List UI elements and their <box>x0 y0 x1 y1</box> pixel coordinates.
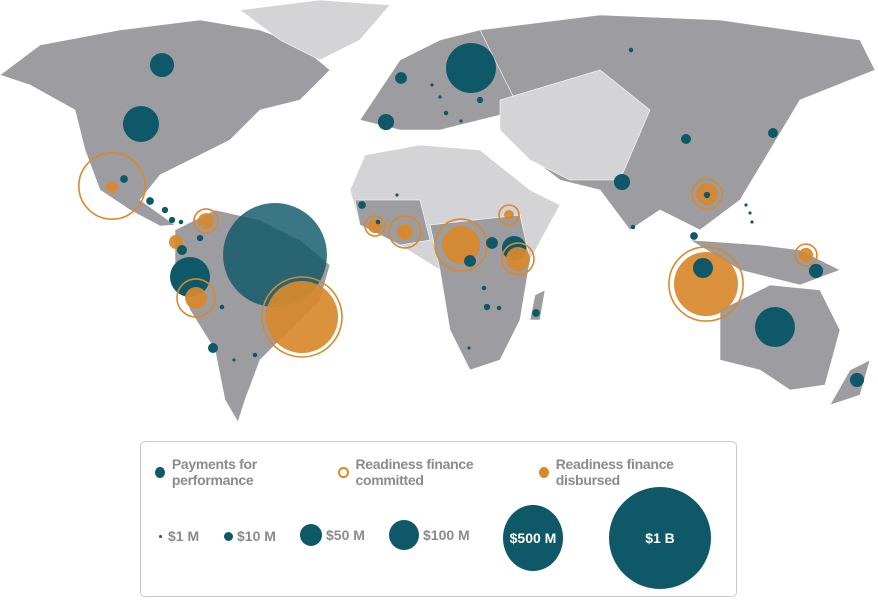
legend-label-committed: Readiness finance committed <box>355 456 474 488</box>
bubble-payments <box>122 105 160 143</box>
legend-item-committed: Readiness finance committed <box>338 456 525 488</box>
payments-dot-icon <box>155 466 165 478</box>
bubble-payments <box>375 219 381 225</box>
bubble-payments <box>146 197 154 205</box>
bubble-payments <box>613 173 631 191</box>
bubble-disbursed <box>106 181 118 193</box>
legend-size-1m: $1 M <box>159 528 199 544</box>
size-circle-icon <box>224 531 233 541</box>
size-circle-500m: $500 M <box>503 505 563 571</box>
bubble-payments <box>693 258 713 278</box>
bubble-disbursed <box>265 280 339 354</box>
bubble-payments <box>395 193 399 197</box>
bubble-committed <box>388 215 422 249</box>
bubble-disbursed <box>673 251 739 317</box>
bubble-payments <box>438 95 442 99</box>
bubble-payments <box>120 175 128 183</box>
size-circle-icon <box>300 524 322 546</box>
bubble-payments <box>149 52 175 78</box>
legend-label-disbursed: Readiness finance disbursed <box>555 456 674 488</box>
legend-types: Payments for performance Readiness finan… <box>155 456 736 488</box>
legend-size-100m: $100 M <box>389 520 470 550</box>
bubble-payments <box>481 285 487 291</box>
bubble-payments <box>208 343 218 353</box>
bubble-payments <box>628 47 634 53</box>
bubble-payments <box>377 113 395 131</box>
bubble-payments <box>808 263 824 279</box>
size-circle-icon <box>159 534 162 538</box>
bubble-payments <box>630 224 636 230</box>
bubble-disbursed <box>504 210 514 220</box>
bubble-committed <box>501 242 535 276</box>
land-greenland <box>239 0 391 61</box>
bubble-payments <box>161 206 169 214</box>
committed-ring-icon <box>338 466 349 478</box>
bubble-disbursed <box>505 246 531 272</box>
bubble-payments <box>750 220 754 224</box>
bubble-payments <box>232 358 236 362</box>
bubble-disbursed <box>185 287 207 309</box>
bubble-committed <box>364 215 386 237</box>
bubble-payments <box>395 72 407 84</box>
bubble-payments <box>476 96 484 104</box>
land-new-zealand <box>829 359 871 406</box>
bubble-payments <box>748 211 752 215</box>
size-circle-icon <box>389 520 419 550</box>
disbursed-dot-icon <box>538 466 549 478</box>
bubble-payments <box>849 372 865 388</box>
land-masses <box>0 0 876 423</box>
bubble-payments <box>483 303 491 311</box>
bubble-payments <box>443 110 449 116</box>
bubble-payments <box>690 232 698 240</box>
bubble-payments <box>358 201 366 209</box>
bubble-disbursed <box>197 212 215 230</box>
legend-size-500m: $500 M <box>503 505 567 571</box>
legend-item-disbursed: Readiness finance disbursed <box>538 456 722 488</box>
bubble-committed <box>78 152 146 220</box>
bubble-committed <box>193 208 219 234</box>
bubble-payments <box>486 237 498 249</box>
bubble-layer <box>78 43 865 388</box>
bubble-payments <box>196 234 204 242</box>
bubble-disbursed <box>168 234 184 250</box>
bubble-payments <box>744 203 748 207</box>
bubble-payments <box>755 307 795 347</box>
bubble-payments <box>496 305 502 311</box>
bubble-payments <box>252 352 258 358</box>
bubble-payments <box>768 128 778 138</box>
legend-size-1b: $1 B <box>609 487 715 589</box>
bubble-payments <box>681 134 691 144</box>
legend-size-50m: $50 M <box>300 524 365 546</box>
bubble-payments <box>459 119 463 123</box>
bubble-payments <box>446 43 496 93</box>
bubble-payments <box>532 309 540 317</box>
legend-size-10m: $10 M <box>224 528 276 544</box>
bubble-committed <box>498 204 520 226</box>
bubble-payments <box>168 216 176 224</box>
legend: Payments for performance Readiness finan… <box>140 441 737 597</box>
bubble-committed <box>691 178 723 210</box>
legend-label-payments: Payments for performance <box>171 456 257 488</box>
bubble-payments <box>703 191 711 199</box>
bubble-payments <box>464 255 476 267</box>
legend-item-payments: Payments for performance <box>155 456 324 488</box>
bubble-payments <box>219 304 225 310</box>
bubble-disbursed <box>798 247 814 263</box>
size-circle-1b: $1 B <box>609 487 711 589</box>
bubble-payments <box>178 219 184 225</box>
bubble-payments <box>177 245 187 255</box>
land-middle-east <box>499 69 651 181</box>
bubble-disbursed <box>396 223 414 241</box>
bubble-payments <box>467 346 471 350</box>
bubble-payments <box>430 83 434 87</box>
bubble-committed <box>794 243 818 267</box>
bubble-disbursed <box>441 225 481 265</box>
bubble-committed <box>668 246 744 322</box>
land-north-america <box>0 19 331 227</box>
bubble-committed <box>176 278 216 318</box>
bubble-committed <box>261 276 343 358</box>
